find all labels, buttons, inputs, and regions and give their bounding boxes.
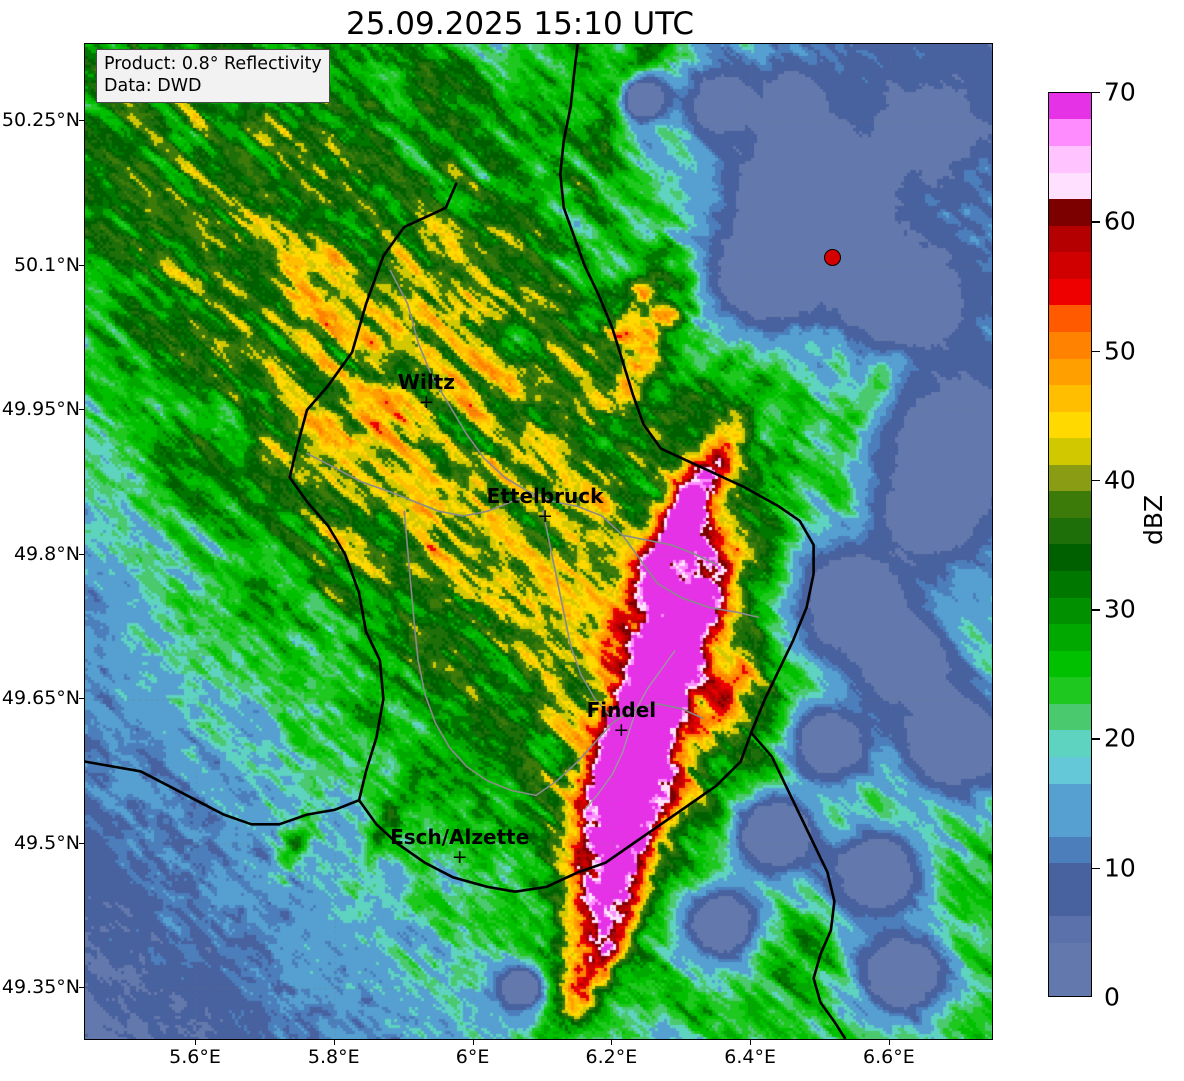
colorbar-band (1049, 438, 1091, 465)
colorbar-band (1049, 172, 1091, 200)
x-tick-label: 6.4°E (724, 1046, 776, 1068)
colorbar-band (1049, 464, 1091, 492)
y-tick-mark (79, 842, 84, 844)
radar-reflectivity-field (85, 44, 992, 1039)
colorbar-band (1049, 597, 1091, 625)
colorbar-band (1049, 942, 1091, 970)
colorbar-band (1049, 677, 1091, 704)
x-tick-mark (472, 1040, 474, 1045)
colorbar-band (1049, 411, 1091, 439)
product-info-box: Product: 0.8° Reflectivity Data: DWD (96, 49, 330, 103)
y-tick-label: 49.95°N (1, 398, 80, 421)
x-tick-mark (333, 1040, 335, 1045)
colorbar-unit-label: dBZ (1139, 494, 1168, 545)
colorbar-tick-label: 0 (1104, 982, 1120, 1012)
colorbar-tick-mark (1092, 221, 1100, 223)
y-tick-label: 49.65°N (1, 687, 80, 710)
x-tick-label: 6.6°E (863, 1046, 915, 1068)
colorbar-band (1049, 93, 1091, 120)
radar-map-plot[interactable]: Product: 0.8° Reflectivity Data: DWD Wil… (84, 43, 993, 1040)
colorbar-tick-label: 70 (1104, 77, 1136, 107)
colorbar[interactable] (1048, 92, 1092, 997)
colorbar-band (1049, 571, 1091, 598)
y-tick-label: 50.1°N (13, 253, 80, 276)
colorbar-band (1049, 385, 1091, 412)
colorbar-band (1049, 756, 1091, 784)
colorbar-tick-label: 30 (1104, 594, 1136, 624)
y-tick-mark (79, 553, 84, 555)
colorbar-band (1049, 650, 1091, 678)
colorbar-tick-mark (1092, 609, 1100, 611)
x-tick-mark (750, 1040, 752, 1045)
colorbar-tick-label: 40 (1104, 465, 1136, 495)
colorbar-band (1049, 916, 1091, 943)
colorbar-tick-label: 10 (1104, 853, 1136, 883)
colorbar-tick-label: 50 (1104, 336, 1136, 366)
colorbar-band (1049, 358, 1091, 386)
colorbar-band (1049, 199, 1091, 226)
colorbar-band (1049, 836, 1091, 864)
x-tick-mark (195, 1040, 197, 1045)
colorbar-band (1049, 517, 1091, 545)
colorbar-band (1049, 783, 1091, 811)
colorbar-band (1049, 863, 1091, 890)
colorbar-band (1049, 331, 1091, 359)
colorbar-band (1049, 146, 1091, 173)
x-tick-mark (611, 1040, 613, 1045)
y-tick-mark (79, 264, 84, 266)
colorbar-band (1049, 305, 1091, 332)
radar-site-marker[interactable] (823, 249, 841, 267)
colorbar-band (1049, 278, 1091, 306)
colorbar-tick-mark (1092, 867, 1100, 870)
y-tick-mark (79, 120, 84, 122)
y-tick-mark (79, 698, 84, 700)
colorbar-band (1049, 544, 1091, 571)
colorbar-band (1049, 491, 1091, 518)
colorbar-tick-mark (1092, 479, 1100, 482)
colorbar-band (1049, 252, 1091, 279)
colorbar-tick-mark (1092, 350, 1100, 352)
x-tick-mark (888, 1040, 890, 1045)
colorbar-tick-label: 60 (1104, 206, 1136, 236)
colorbar-band (1049, 225, 1091, 253)
colorbar-band (1049, 119, 1091, 146)
product-line: Product: 0.8° Reflectivity (104, 54, 322, 74)
colorbar-band (1049, 730, 1091, 757)
colorbar-tick-mark (1092, 92, 1100, 94)
x-tick-label: 5.8°E (307, 1046, 360, 1068)
colorbar-tick-mark (1092, 738, 1100, 740)
y-tick-mark (79, 987, 84, 989)
colorbar-band (1049, 810, 1091, 837)
colorbar-band (1049, 969, 1091, 996)
colorbar-band (1049, 889, 1091, 917)
y-tick-label: 50.25°N (1, 109, 80, 132)
x-tick-label: 6°E (455, 1046, 490, 1068)
colorbar-band (1049, 624, 1091, 651)
y-tick-label: 49.35°N (1, 976, 80, 999)
x-tick-label: 6.2°E (585, 1046, 638, 1068)
colorbar-band (1049, 703, 1091, 731)
x-tick-label: 5.6°E (169, 1046, 221, 1068)
data-source-line: Data: DWD (104, 76, 202, 97)
y-tick-mark (79, 409, 84, 411)
page-title: 25.09.2025 15:10 UTC (346, 6, 694, 42)
y-tick-label: 49.8°N (13, 542, 80, 565)
y-tick-label: 49.5°N (13, 831, 80, 854)
colorbar-tick-label: 20 (1104, 723, 1136, 753)
